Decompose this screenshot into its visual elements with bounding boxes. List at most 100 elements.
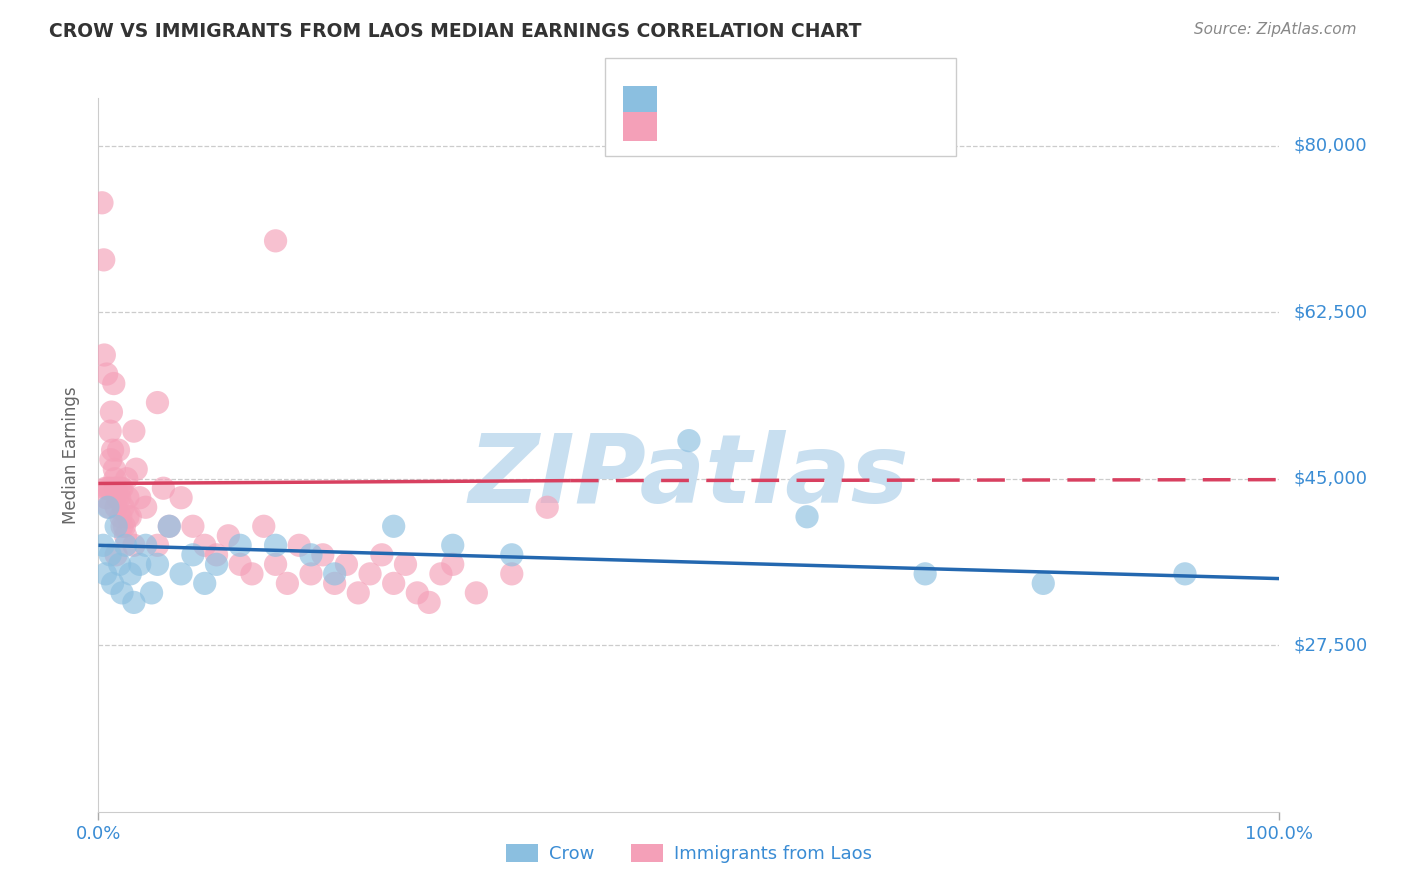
- Point: [112, 500, 135, 515]
- Point: [120, 566, 142, 581]
- Point: [135, 538, 157, 552]
- Point: [110, 481, 132, 495]
- Point: [115, 472, 138, 486]
- Point: [122, 424, 145, 438]
- Point: [117, 509, 139, 524]
- Point: [253, 519, 276, 533]
- Point: [96, 367, 118, 381]
- Text: 72: 72: [825, 118, 848, 136]
- Point: [678, 434, 700, 448]
- Point: [157, 519, 180, 533]
- Point: [104, 472, 127, 486]
- Text: Source: ZipAtlas.com: Source: ZipAtlas.com: [1194, 22, 1357, 37]
- Point: [94, 566, 117, 581]
- Point: [91, 538, 114, 552]
- Point: [105, 519, 128, 533]
- Point: [217, 529, 239, 543]
- Point: [93, 252, 115, 267]
- Point: [299, 566, 322, 581]
- Point: [359, 566, 381, 581]
- Point: [382, 576, 405, 591]
- Text: R =: R =: [668, 91, 706, 109]
- Point: [288, 538, 311, 552]
- Text: R =: R =: [668, 118, 706, 136]
- Point: [111, 519, 134, 533]
- Point: [264, 234, 287, 248]
- Point: [97, 500, 120, 515]
- Text: N =: N =: [780, 118, 830, 136]
- Point: [170, 491, 193, 505]
- Point: [170, 566, 193, 581]
- Point: [98, 500, 121, 515]
- Point: [114, 538, 136, 552]
- Point: [430, 566, 453, 581]
- Point: [93, 348, 115, 362]
- Point: [312, 548, 335, 562]
- Text: N =: N =: [780, 91, 830, 109]
- Point: [94, 491, 117, 505]
- Point: [105, 548, 128, 562]
- Point: [501, 548, 523, 562]
- Point: [323, 576, 346, 591]
- Text: 0.006: 0.006: [710, 118, 765, 136]
- Point: [276, 576, 298, 591]
- Point: [135, 500, 157, 515]
- Point: [229, 538, 252, 552]
- Point: [108, 491, 131, 505]
- Point: [205, 558, 228, 572]
- Point: [1032, 576, 1054, 591]
- Legend: Crow, Immigrants from Laos: Crow, Immigrants from Laos: [499, 837, 879, 871]
- Point: [194, 576, 217, 591]
- Point: [105, 500, 128, 515]
- Point: [122, 538, 145, 552]
- Point: [418, 595, 440, 609]
- Point: [94, 481, 117, 495]
- Point: [107, 443, 129, 458]
- Point: [128, 491, 150, 505]
- Point: [347, 586, 370, 600]
- Point: [194, 538, 217, 552]
- Point: [299, 548, 322, 562]
- Point: [382, 519, 405, 533]
- Point: [111, 481, 134, 495]
- Point: [111, 586, 134, 600]
- Point: [536, 500, 558, 515]
- Y-axis label: Median Earnings: Median Earnings: [62, 386, 80, 524]
- Point: [181, 548, 204, 562]
- Point: [240, 566, 263, 581]
- Point: [103, 376, 125, 391]
- Point: [110, 509, 132, 524]
- Point: [264, 538, 287, 552]
- Point: [100, 452, 122, 467]
- Text: -0.096: -0.096: [710, 91, 766, 109]
- Point: [122, 595, 145, 609]
- Point: [465, 586, 488, 600]
- Point: [157, 519, 180, 533]
- Point: [97, 481, 120, 495]
- Point: [1174, 566, 1197, 581]
- Point: [125, 462, 148, 476]
- Point: [146, 558, 169, 572]
- Point: [105, 491, 128, 505]
- Text: CROW VS IMMIGRANTS FROM LAOS MEDIAN EARNINGS CORRELATION CHART: CROW VS IMMIGRANTS FROM LAOS MEDIAN EARN…: [49, 22, 862, 41]
- Point: [100, 405, 122, 419]
- Point: [103, 462, 125, 476]
- Point: [146, 538, 169, 552]
- Point: [152, 481, 174, 495]
- Point: [101, 443, 124, 458]
- Point: [104, 481, 127, 495]
- Text: $27,500: $27,500: [1294, 636, 1368, 654]
- Point: [441, 558, 464, 572]
- Point: [371, 548, 394, 562]
- Point: [141, 586, 163, 600]
- Text: $45,000: $45,000: [1294, 470, 1368, 488]
- Text: ZIPatlas: ZIPatlas: [468, 430, 910, 523]
- Point: [98, 548, 121, 562]
- Point: [105, 481, 128, 495]
- Point: [117, 491, 139, 505]
- Text: 32: 32: [825, 91, 848, 109]
- Point: [205, 548, 228, 562]
- Point: [441, 538, 464, 552]
- Point: [101, 576, 124, 591]
- Point: [796, 509, 818, 524]
